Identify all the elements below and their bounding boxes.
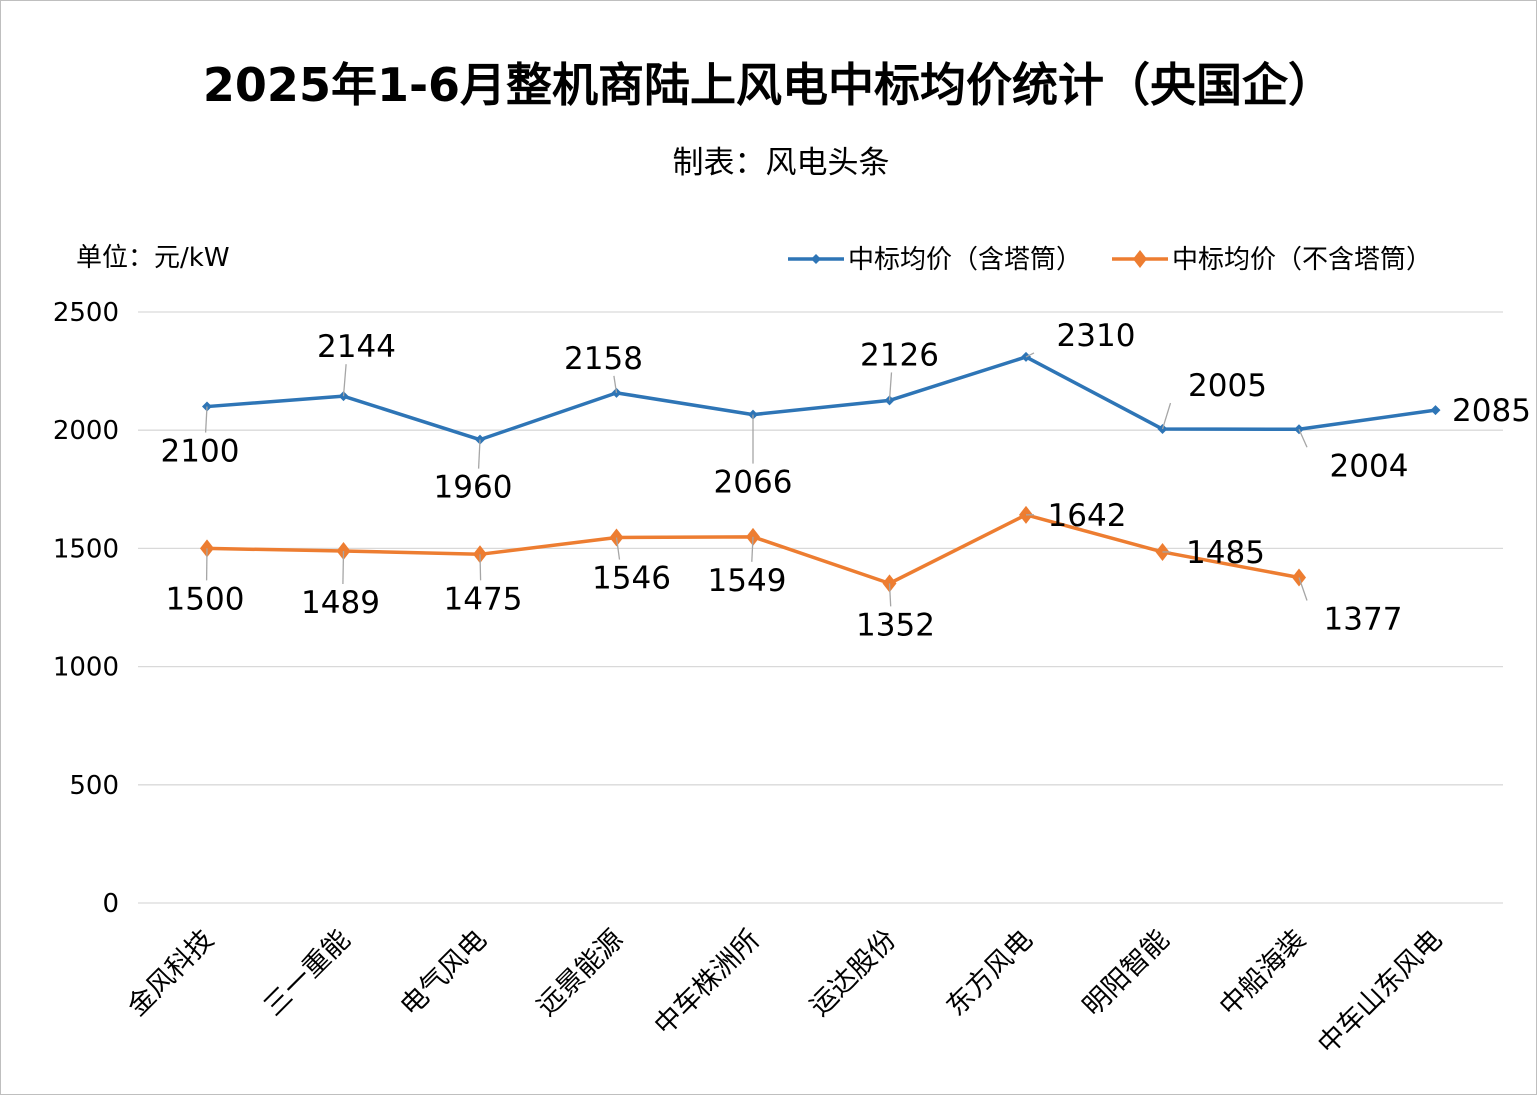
data-label: 1475: [444, 581, 523, 617]
label-leader-line: [888, 583, 892, 607]
data-label: 2004: [1330, 448, 1409, 484]
legend-diamond-marker: [811, 254, 821, 264]
data-label: 1549: [708, 563, 787, 599]
label-leader-line: [615, 537, 621, 560]
series-line: [206, 355, 1436, 442]
label-leader-line: [751, 536, 754, 562]
label-leader-line: [342, 550, 345, 585]
label-leader-line: [613, 375, 618, 393]
x-category-label: 金风科技: [122, 924, 220, 1022]
label-leader-line: [1298, 428, 1308, 448]
x-category-label: 运达股份: [804, 924, 902, 1022]
legend-label: 中标均价（含塔筒）: [848, 245, 1082, 275]
data-label: 2144: [317, 329, 396, 365]
x-category-label: 中车株洲所: [649, 924, 766, 1041]
chart-title: 2025年1-6月整机商陆上风电中标均价统计（央国企）: [202, 58, 1335, 112]
y-tick-label: 2000: [53, 416, 119, 446]
chart-subtitle: 制表：风电头条: [672, 145, 890, 181]
data-label: 2158: [564, 341, 643, 377]
data-label: 1642: [1048, 498, 1127, 534]
label-leader-line: [1025, 352, 1035, 358]
label-leader-line: [1161, 402, 1172, 430]
y-tick-label: 1000: [53, 653, 119, 683]
y-tick-label: 2500: [53, 298, 119, 328]
legend-label: 中标均价（不含塔筒）: [1172, 245, 1432, 275]
data-label: 1485: [1186, 535, 1265, 571]
label-leader-line: [477, 439, 481, 469]
x-category-label: 中船海装: [1214, 924, 1312, 1022]
x-category-label: 电气风电: [395, 924, 493, 1022]
y-tick-label: 1500: [53, 534, 119, 564]
data-label: 2066: [714, 465, 793, 501]
label-leader-line: [204, 406, 208, 433]
data-point-marker: [1430, 405, 1441, 416]
data-label: 1500: [166, 581, 245, 617]
data-label: 2085: [1452, 393, 1531, 429]
data-label: 1352: [856, 607, 935, 643]
x-category-label: 中车山东风电: [1312, 924, 1448, 1060]
data-label: 2126: [860, 337, 939, 373]
label-leader-line: [888, 372, 893, 401]
y-tick-label: 500: [69, 771, 119, 801]
x-category-label: 明阳智能: [1077, 924, 1175, 1022]
label-leader-line: [1298, 577, 1308, 601]
data-label: 2100: [161, 434, 240, 470]
unit-label: 单位：元/kW: [76, 243, 230, 273]
data-label: 2005: [1188, 368, 1267, 404]
x-category-label: 东方风电: [941, 924, 1039, 1022]
data-label: 2310: [1057, 318, 1136, 354]
legend-diamond-marker: [1133, 250, 1147, 268]
x-category-label: 远景能源: [531, 924, 629, 1022]
label-leader-line: [342, 364, 347, 397]
data-label: 1377: [1324, 601, 1403, 637]
y-tick-label: 0: [102, 889, 119, 919]
data-label: 1960: [434, 470, 513, 506]
x-category-label: 三一重能: [258, 924, 356, 1022]
data-label: 1546: [592, 561, 671, 597]
data-label: 1489: [301, 585, 380, 621]
label-leader-line: [479, 554, 482, 581]
